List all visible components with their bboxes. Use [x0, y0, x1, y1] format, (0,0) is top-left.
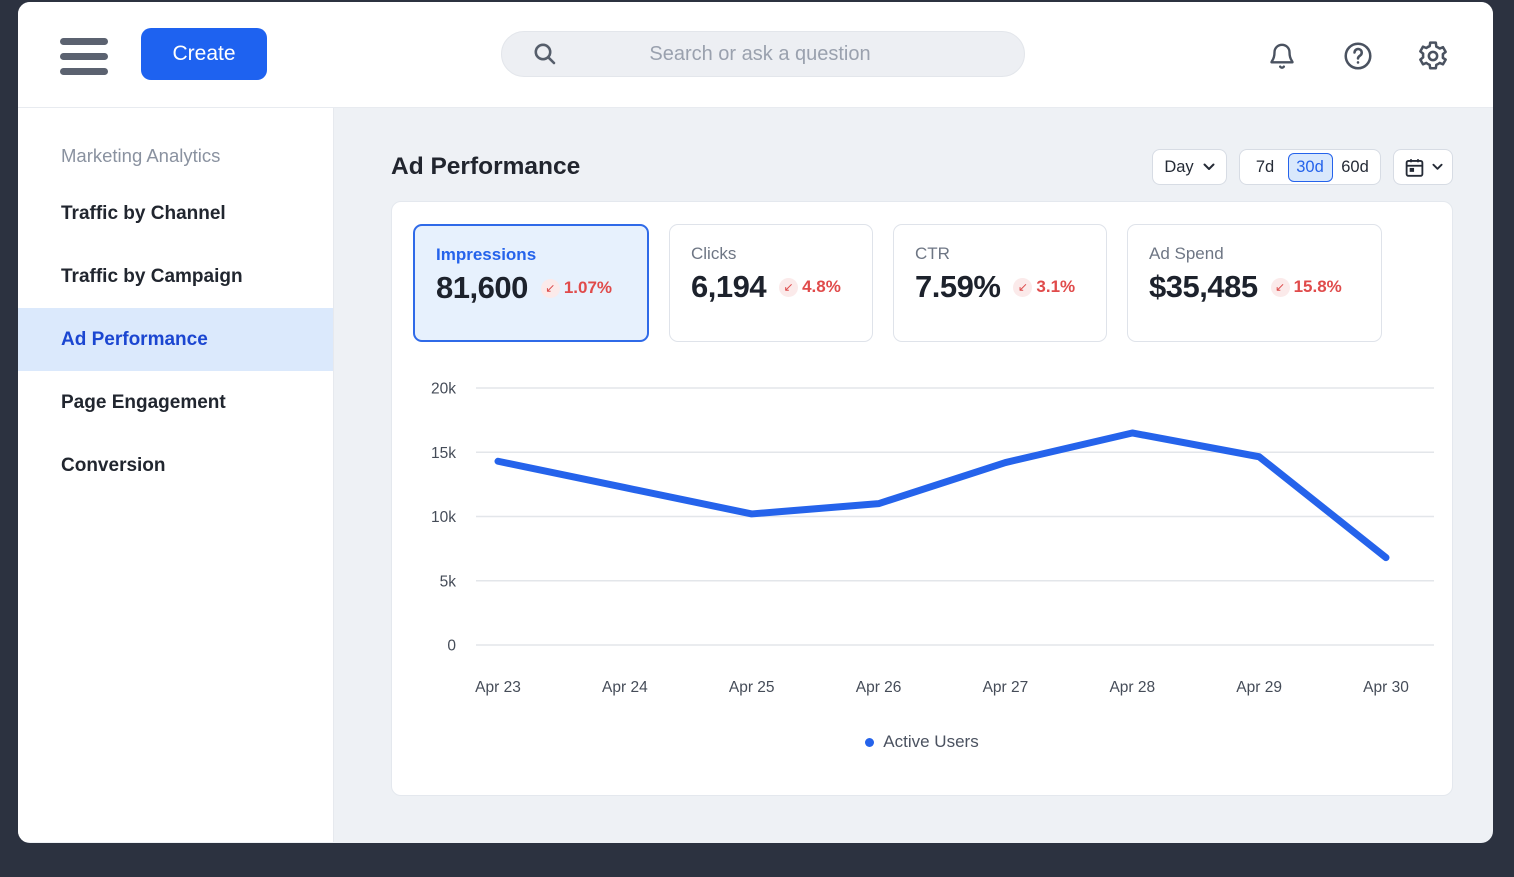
svg-text:5k: 5k: [440, 573, 457, 590]
metric-label: Impressions: [436, 245, 537, 264]
metric-card-impressions[interactable]: Impressions 81,600 ↙ 1.07%: [413, 224, 649, 342]
svg-text:Apr 28: Apr 28: [1109, 679, 1155, 696]
metric-delta: ↙ 1.07%: [540, 278, 612, 298]
range-7d-button[interactable]: 7d: [1255, 157, 1275, 176]
svg-text:Apr 27: Apr 27: [983, 679, 1029, 696]
search-icon: [534, 43, 556, 65]
sidebar-item-conversion[interactable]: Conversion: [61, 455, 166, 476]
metric-value: $35,485: [1149, 269, 1258, 304]
sidebar: Marketing Analytics Traffic by Channel T…: [18, 108, 334, 842]
range-60d-button[interactable]: 60d: [1341, 157, 1369, 176]
sidebar-section-title: Marketing Analytics: [61, 145, 221, 166]
sidebar-item-traffic-by-channel[interactable]: Traffic by Channel: [61, 203, 226, 224]
svg-text:Apr 24: Apr 24: [602, 679, 648, 696]
search-input[interactable]: [558, 42, 1006, 66]
sidebar-item-ad-performance[interactable]: Ad Performance: [18, 308, 333, 371]
chevron-down-icon: [1203, 163, 1215, 170]
metric-delta: ↙ 4.8%: [779, 277, 841, 297]
trend-down-arrow-icon: ↙: [1270, 277, 1290, 297]
range-segmented-control: 7d 30d 60d: [1239, 149, 1381, 185]
legend-label: Active Users: [883, 732, 979, 751]
svg-text:Apr 23: Apr 23: [475, 679, 521, 696]
metric-card-ad-spend[interactable]: Ad Spend $35,485 ↙ 15.8%: [1127, 224, 1382, 342]
metric-label: Ad Spend: [1149, 244, 1224, 263]
metric-delta: ↙ 15.8%: [1270, 277, 1342, 297]
metric-value: 6,194: [691, 269, 767, 304]
notifications-bell-icon[interactable]: [1265, 39, 1299, 73]
legend-dot-icon: [865, 737, 875, 747]
create-button[interactable]: Create: [141, 28, 267, 80]
sidebar-item-traffic-by-campaign[interactable]: Traffic by Campaign: [61, 266, 243, 287]
svg-text:20k: 20k: [431, 381, 456, 398]
help-icon[interactable]: [1341, 39, 1375, 73]
hamburger-menu-icon[interactable]: [60, 38, 108, 75]
svg-text:10k: 10k: [431, 509, 456, 526]
svg-text:0: 0: [447, 638, 456, 655]
line-chart: 0 5k 10k 15k 20k Apr 23 Apr 24 Apr 25 Apr 26 Apr …: [431, 381, 1434, 696]
page-title: Ad Performance: [391, 153, 581, 180]
chevron-down-icon: [1431, 163, 1443, 170]
date-picker-button[interactable]: [1393, 149, 1453, 185]
svg-text:Apr 30: Apr 30: [1363, 679, 1409, 696]
metric-delta: ↙ 3.1%: [1013, 277, 1075, 297]
metric-card-ctr[interactable]: CTR 7.59% ↙ 3.1%: [893, 224, 1107, 342]
top-bar: Create: [18, 2, 1493, 108]
trend-down-arrow-icon: ↙: [1013, 277, 1033, 297]
metric-label: Clicks: [691, 244, 737, 263]
trend-down-arrow-icon: ↙: [779, 277, 799, 297]
svg-text:Apr 29: Apr 29: [1236, 679, 1282, 696]
metric-card-clicks[interactable]: Clicks 6,194 ↙ 4.8%: [669, 224, 873, 342]
range-30d-button[interactable]: 30d: [1287, 152, 1333, 182]
main-content: Ad Performance Day 7d 30d 60d: [334, 108, 1493, 842]
app-window: Create: [18, 2, 1493, 843]
search-bar[interactable]: [501, 31, 1025, 77]
metric-cards: Impressions 81,600 ↙ 1.07% Clicks 6,1: [413, 224, 1382, 342]
granularity-dropdown[interactable]: Day: [1152, 149, 1227, 185]
metric-value: 7.59%: [915, 269, 1001, 304]
metric-value: 81,600: [436, 270, 528, 305]
settings-gear-icon[interactable]: [1416, 39, 1450, 73]
svg-text:Apr 25: Apr 25: [729, 679, 775, 696]
ad-performance-panel: Impressions 81,600 ↙ 1.07% Clicks 6,1: [391, 201, 1453, 796]
calendar-icon: [1405, 158, 1423, 177]
legend-active-users[interactable]: Active Users: [392, 732, 1452, 752]
time-controls: Day 7d 30d 60d: [1152, 149, 1453, 185]
trend-down-arrow-icon: ↙: [540, 278, 560, 298]
svg-text:15k: 15k: [431, 445, 456, 462]
granularity-value: Day: [1164, 157, 1194, 176]
sidebar-item-page-engagement[interactable]: Page Engagement: [61, 392, 226, 413]
metric-label: CTR: [915, 244, 950, 263]
svg-text:Apr 26: Apr 26: [856, 679, 902, 696]
